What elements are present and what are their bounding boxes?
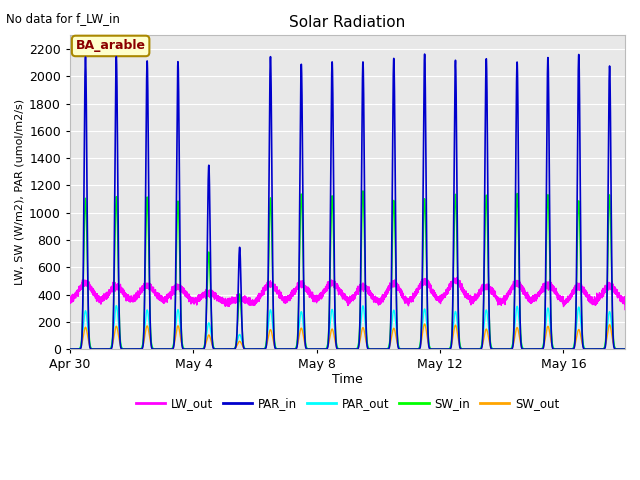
Text: BA_arable: BA_arable [76,39,146,52]
X-axis label: Time: Time [332,372,363,385]
Title: Solar Radiation: Solar Radiation [289,15,406,30]
Text: No data for f_LW_in: No data for f_LW_in [6,12,120,25]
Legend: LW_out, PAR_in, PAR_out, SW_in, SW_out: LW_out, PAR_in, PAR_out, SW_in, SW_out [131,393,564,415]
Y-axis label: LW, SW (W/m2), PAR (umol/m2/s): LW, SW (W/m2), PAR (umol/m2/s) [15,99,25,285]
